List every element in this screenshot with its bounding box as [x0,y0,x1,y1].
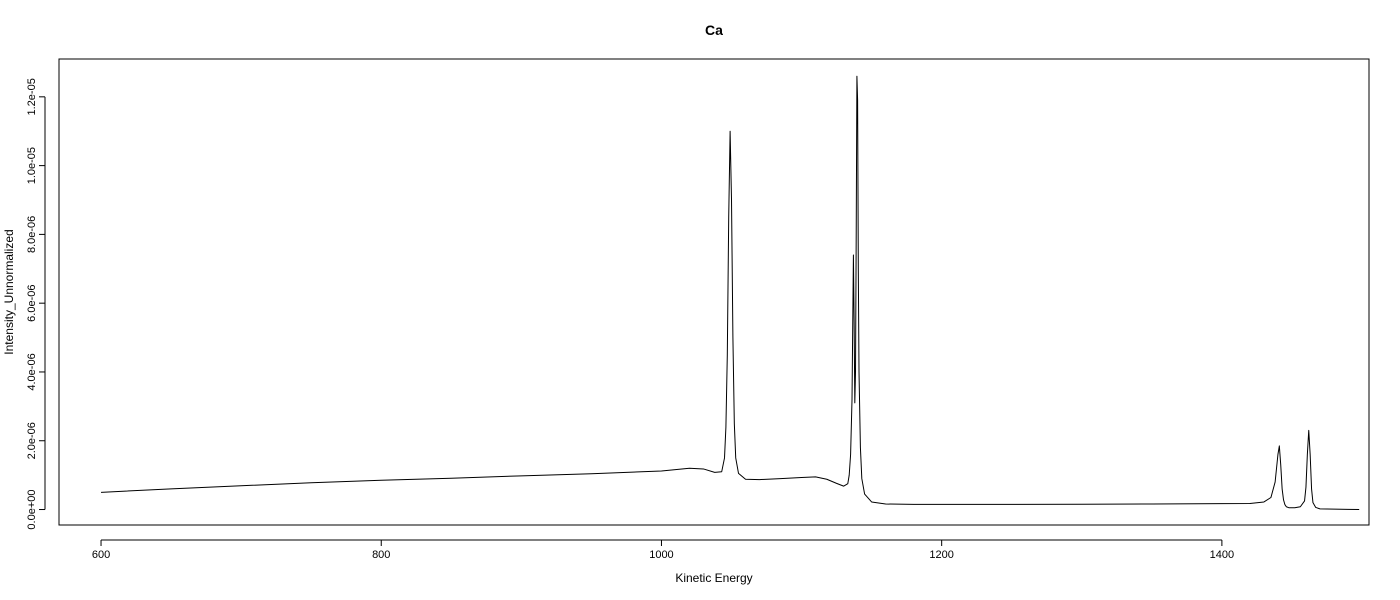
y-tick-label: 2.0e-06 [26,422,38,459]
y-tick-label: 8.0e-06 [26,216,38,253]
x-tick-label: 800 [372,549,390,561]
x-tick-label: 1200 [929,549,953,561]
y-axis-label: Intensity_Unnormalized [2,229,16,354]
y-tick-label: 6.0e-06 [26,285,38,322]
y-axis: 0.0e+00 2.0e-06 4.0e-06 6.0e-06 8.0e-06 1.0e-… [26,78,46,530]
y-tick-label: 1.2e-05 [26,78,38,115]
chart-title: Ca [705,22,723,38]
x-tick-label: 1400 [1210,549,1234,561]
x-tick-label: 600 [92,549,110,561]
plot-frame [58,58,1370,526]
x-axis: 600 800 1000 1200 1400 [92,539,1234,561]
series-line [101,75,1360,511]
series-layer [101,75,1360,511]
y-tick-label: 1.0e-05 [26,147,38,184]
x-axis-label: Kinetic Energy [675,571,752,585]
y-tick-label: 0.0e+00 [26,489,38,529]
y-tick-label: 4.0e-06 [26,353,38,390]
x-tick-label: 1000 [649,549,673,561]
